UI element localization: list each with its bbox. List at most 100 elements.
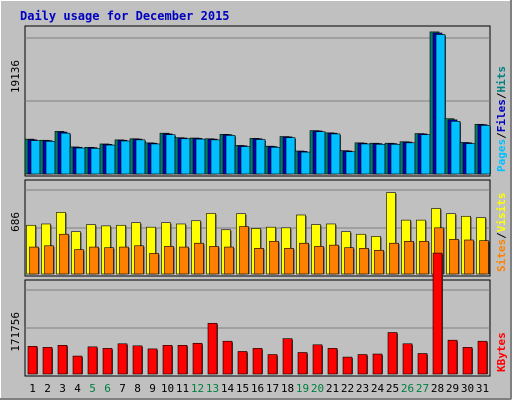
bar-kbytes-day-31 bbox=[477, 340, 488, 375]
bar-kbytes-day-3 bbox=[57, 345, 68, 375]
axis-label-hits: Hits bbox=[495, 66, 508, 93]
bar-pages-day-9 bbox=[150, 143, 161, 175]
x-tick-label-day-5: 5 bbox=[89, 382, 96, 395]
x-tick-label-day-27: 27 bbox=[416, 382, 429, 395]
bar-sites-day-6 bbox=[104, 247, 114, 275]
bar-kbytes-day-2 bbox=[42, 347, 53, 375]
bar-kbytes-day-18 bbox=[282, 338, 293, 375]
x-tick-label-day-1: 1 bbox=[29, 382, 36, 395]
bar-sites-day-4 bbox=[74, 249, 84, 275]
x-tick-label-day-7: 7 bbox=[119, 382, 126, 395]
bar-pages-day-20 bbox=[315, 131, 326, 175]
bar-kbytes-day-10 bbox=[162, 345, 173, 375]
bar-kbytes-day-1 bbox=[27, 346, 38, 375]
y-max-label: 171756 bbox=[9, 312, 22, 352]
bar-kbytes-day-23 bbox=[357, 354, 368, 375]
x-tick-label-day-28: 28 bbox=[431, 382, 444, 395]
bar-pages-day-22 bbox=[345, 151, 356, 175]
bar-pages-day-27 bbox=[420, 134, 431, 175]
bar-pages-day-2 bbox=[45, 141, 56, 175]
series-axis-label: Pages/Files/Hits bbox=[495, 66, 508, 172]
x-tick-label-day-9: 9 bbox=[149, 382, 156, 395]
bar-pages-day-4 bbox=[75, 147, 86, 175]
x-tick-label-day-12: 12 bbox=[191, 382, 204, 395]
bar-pages-day-10 bbox=[165, 134, 176, 175]
x-tick-label-day-31: 31 bbox=[476, 382, 489, 395]
bar-kbytes-day-24 bbox=[372, 353, 383, 375]
x-tick-label-day-30: 30 bbox=[461, 382, 474, 395]
bar-sites-day-7 bbox=[119, 246, 129, 275]
bar-pages-day-6 bbox=[105, 144, 116, 175]
axis-label-files: Files bbox=[495, 99, 508, 132]
bar-sites-day-9 bbox=[149, 253, 159, 275]
bar-sites-day-12 bbox=[194, 242, 204, 275]
x-tick-label-day-17: 17 bbox=[266, 382, 279, 395]
x-tick-label-day-8: 8 bbox=[134, 382, 141, 395]
bar-kbytes-day-27 bbox=[417, 353, 428, 375]
x-tick-label-day-21: 21 bbox=[326, 382, 339, 395]
bar-sites-day-10 bbox=[164, 246, 174, 275]
axis-label-separator: / bbox=[495, 232, 508, 239]
bar-pages-day-26 bbox=[405, 142, 416, 175]
x-tick-label-day-29: 29 bbox=[446, 382, 459, 395]
bar-sites-day-5 bbox=[89, 246, 99, 275]
x-tick-label-day-15: 15 bbox=[236, 382, 249, 395]
bar-sites-day-27 bbox=[419, 240, 429, 275]
axis-label-separator: / bbox=[495, 132, 508, 139]
x-tick-label-day-14: 14 bbox=[221, 382, 235, 395]
bar-pages-day-1 bbox=[30, 140, 41, 175]
bar-pages-day-25 bbox=[390, 144, 401, 175]
bar-pages-day-17 bbox=[270, 146, 281, 175]
x-tick-label-day-2: 2 bbox=[44, 382, 51, 395]
bar-pages-day-5 bbox=[90, 148, 101, 175]
bar-sites-day-23 bbox=[359, 248, 369, 275]
axis-label-visits: Visits bbox=[495, 193, 508, 233]
x-tick-label-day-18: 18 bbox=[281, 382, 294, 395]
bar-pages-day-13 bbox=[210, 139, 221, 175]
bar-sites-day-24 bbox=[374, 249, 384, 275]
bar-kbytes-day-8 bbox=[132, 345, 143, 375]
bar-sites-day-31 bbox=[479, 240, 489, 275]
x-tick-label-day-19: 19 bbox=[296, 382, 309, 395]
x-tick-label-day-3: 3 bbox=[59, 382, 66, 395]
bar-pages-day-3 bbox=[60, 132, 71, 175]
axis-label-separator: / bbox=[495, 92, 508, 99]
bar-kbytes-day-9 bbox=[147, 348, 158, 375]
bar-pages-day-14 bbox=[225, 135, 236, 175]
bar-pages-day-29 bbox=[450, 121, 461, 175]
axis-label-kbytes: KBytes bbox=[495, 332, 508, 372]
bar-pages-day-21 bbox=[330, 133, 341, 175]
bar-kbytes-day-19 bbox=[297, 352, 308, 375]
x-tick-label-day-6: 6 bbox=[104, 382, 111, 395]
bar-kbytes-day-13 bbox=[207, 322, 218, 375]
x-tick-label-day-16: 16 bbox=[251, 382, 264, 395]
x-tick-labels: 1 2 3 4 5 6 7 8 9 10 11 12 13 14 15 16 17 18 19 20 21 22 23 24 2… bbox=[29, 382, 489, 395]
bar-pages-day-19 bbox=[300, 151, 311, 175]
bar-sites-day-30 bbox=[464, 239, 474, 275]
series-axis-label: Sites/Visits bbox=[495, 193, 508, 273]
bar-kbytes-day-22 bbox=[342, 356, 353, 375]
bar-sites-day-8 bbox=[134, 245, 144, 275]
bar-sites-day-29 bbox=[449, 239, 459, 275]
bar-kbytes-day-25 bbox=[387, 332, 398, 375]
chart-panels: 19136Pages/Files/Hits686Sites/Visits1717… bbox=[9, 25, 508, 377]
bar-pages-day-31 bbox=[480, 125, 491, 175]
bar-sites-day-22 bbox=[344, 247, 354, 275]
x-tick-label-day-10: 10 bbox=[161, 382, 174, 395]
bar-pages-day-12 bbox=[195, 138, 206, 175]
bar-kbytes-day-12 bbox=[192, 342, 203, 375]
bar-kbytes-day-20 bbox=[312, 344, 323, 375]
x-tick-label-day-11: 11 bbox=[176, 382, 189, 395]
bar-kbytes-day-17 bbox=[267, 354, 278, 375]
bar-kbytes-day-30 bbox=[462, 347, 473, 375]
bar-kbytes-day-7 bbox=[117, 343, 128, 375]
bar-sites-day-18 bbox=[284, 248, 294, 275]
x-tick-label-day-22: 22 bbox=[341, 382, 354, 395]
bar-pages-day-16 bbox=[255, 139, 266, 175]
series-axis-label: KBytes bbox=[495, 332, 508, 372]
x-tick-label-day-24: 24 bbox=[371, 382, 385, 395]
bar-sites-day-17 bbox=[269, 240, 279, 275]
bar-sites-day-3 bbox=[59, 233, 69, 275]
bar-kbytes-day-28 bbox=[432, 252, 443, 375]
